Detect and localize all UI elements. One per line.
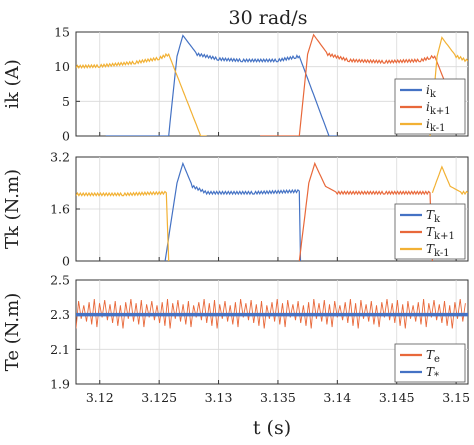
y-axis-label-phase-torques: Tk (N.m) xyxy=(2,169,23,249)
legend-entry: T* xyxy=(426,365,439,382)
y-tick-label: 0 xyxy=(62,254,70,269)
series-tk-1 xyxy=(298,161,433,261)
y-tick-label: 2.1 xyxy=(50,342,70,357)
series-te xyxy=(76,299,466,329)
y-tick-label: 15 xyxy=(54,25,70,40)
y-tick-label: 1.6 xyxy=(50,202,70,217)
y-tick-label: 2.3 xyxy=(50,307,70,322)
y-tick-label: 0 xyxy=(62,129,70,144)
x-tick-label: 3.13 xyxy=(205,390,233,405)
legend-entry: ik xyxy=(426,83,437,100)
legend-entry: ik+1 xyxy=(426,100,451,117)
series-ik-1 xyxy=(76,52,207,136)
x-tick-label: 3.125 xyxy=(141,390,177,405)
series-tk-1-next xyxy=(431,165,468,196)
y-axis-label-currents: ik (A) xyxy=(2,59,23,108)
y-tick-label: 5 xyxy=(62,94,70,109)
series-ik xyxy=(105,34,338,136)
y-axis-label-total-torque: Te (N.m) xyxy=(2,293,23,371)
panel-total-torque: Te (N.m) t (s) 1.9 2.1 2.3 2.5 3.12 3.125 3.13… xyxy=(2,273,470,440)
y-tick-label: 2.5 xyxy=(50,273,70,288)
x-tick-label: 3.15 xyxy=(442,390,470,405)
x-tick-label: 3.135 xyxy=(260,390,296,405)
x-tick-label: 3.145 xyxy=(379,390,415,405)
series-ik-1 xyxy=(260,33,463,136)
x-tick-label: 3.14 xyxy=(323,390,351,405)
legend-entry: Tk xyxy=(426,208,441,225)
legend-entry: Tk+1 xyxy=(426,225,455,242)
legend-entry: ik-1 xyxy=(426,117,445,134)
legend xyxy=(394,343,466,383)
series-ik-1-next xyxy=(429,36,468,136)
legend-entry: Tk-1 xyxy=(426,242,450,259)
series-tk xyxy=(164,161,302,261)
legend-entry: Te xyxy=(426,348,440,365)
y-tick-label: 3.2 xyxy=(50,150,70,165)
y-tick-label: 10 xyxy=(54,59,70,74)
plot-area-total-torque xyxy=(75,279,469,385)
x-axis-label: t (s) xyxy=(253,417,291,439)
x-tick-label: 3.12 xyxy=(86,390,114,405)
y-tick-label: 1.9 xyxy=(50,377,70,392)
chart-title: 30 rad/s xyxy=(229,7,308,29)
series-tk-1 xyxy=(76,190,170,261)
